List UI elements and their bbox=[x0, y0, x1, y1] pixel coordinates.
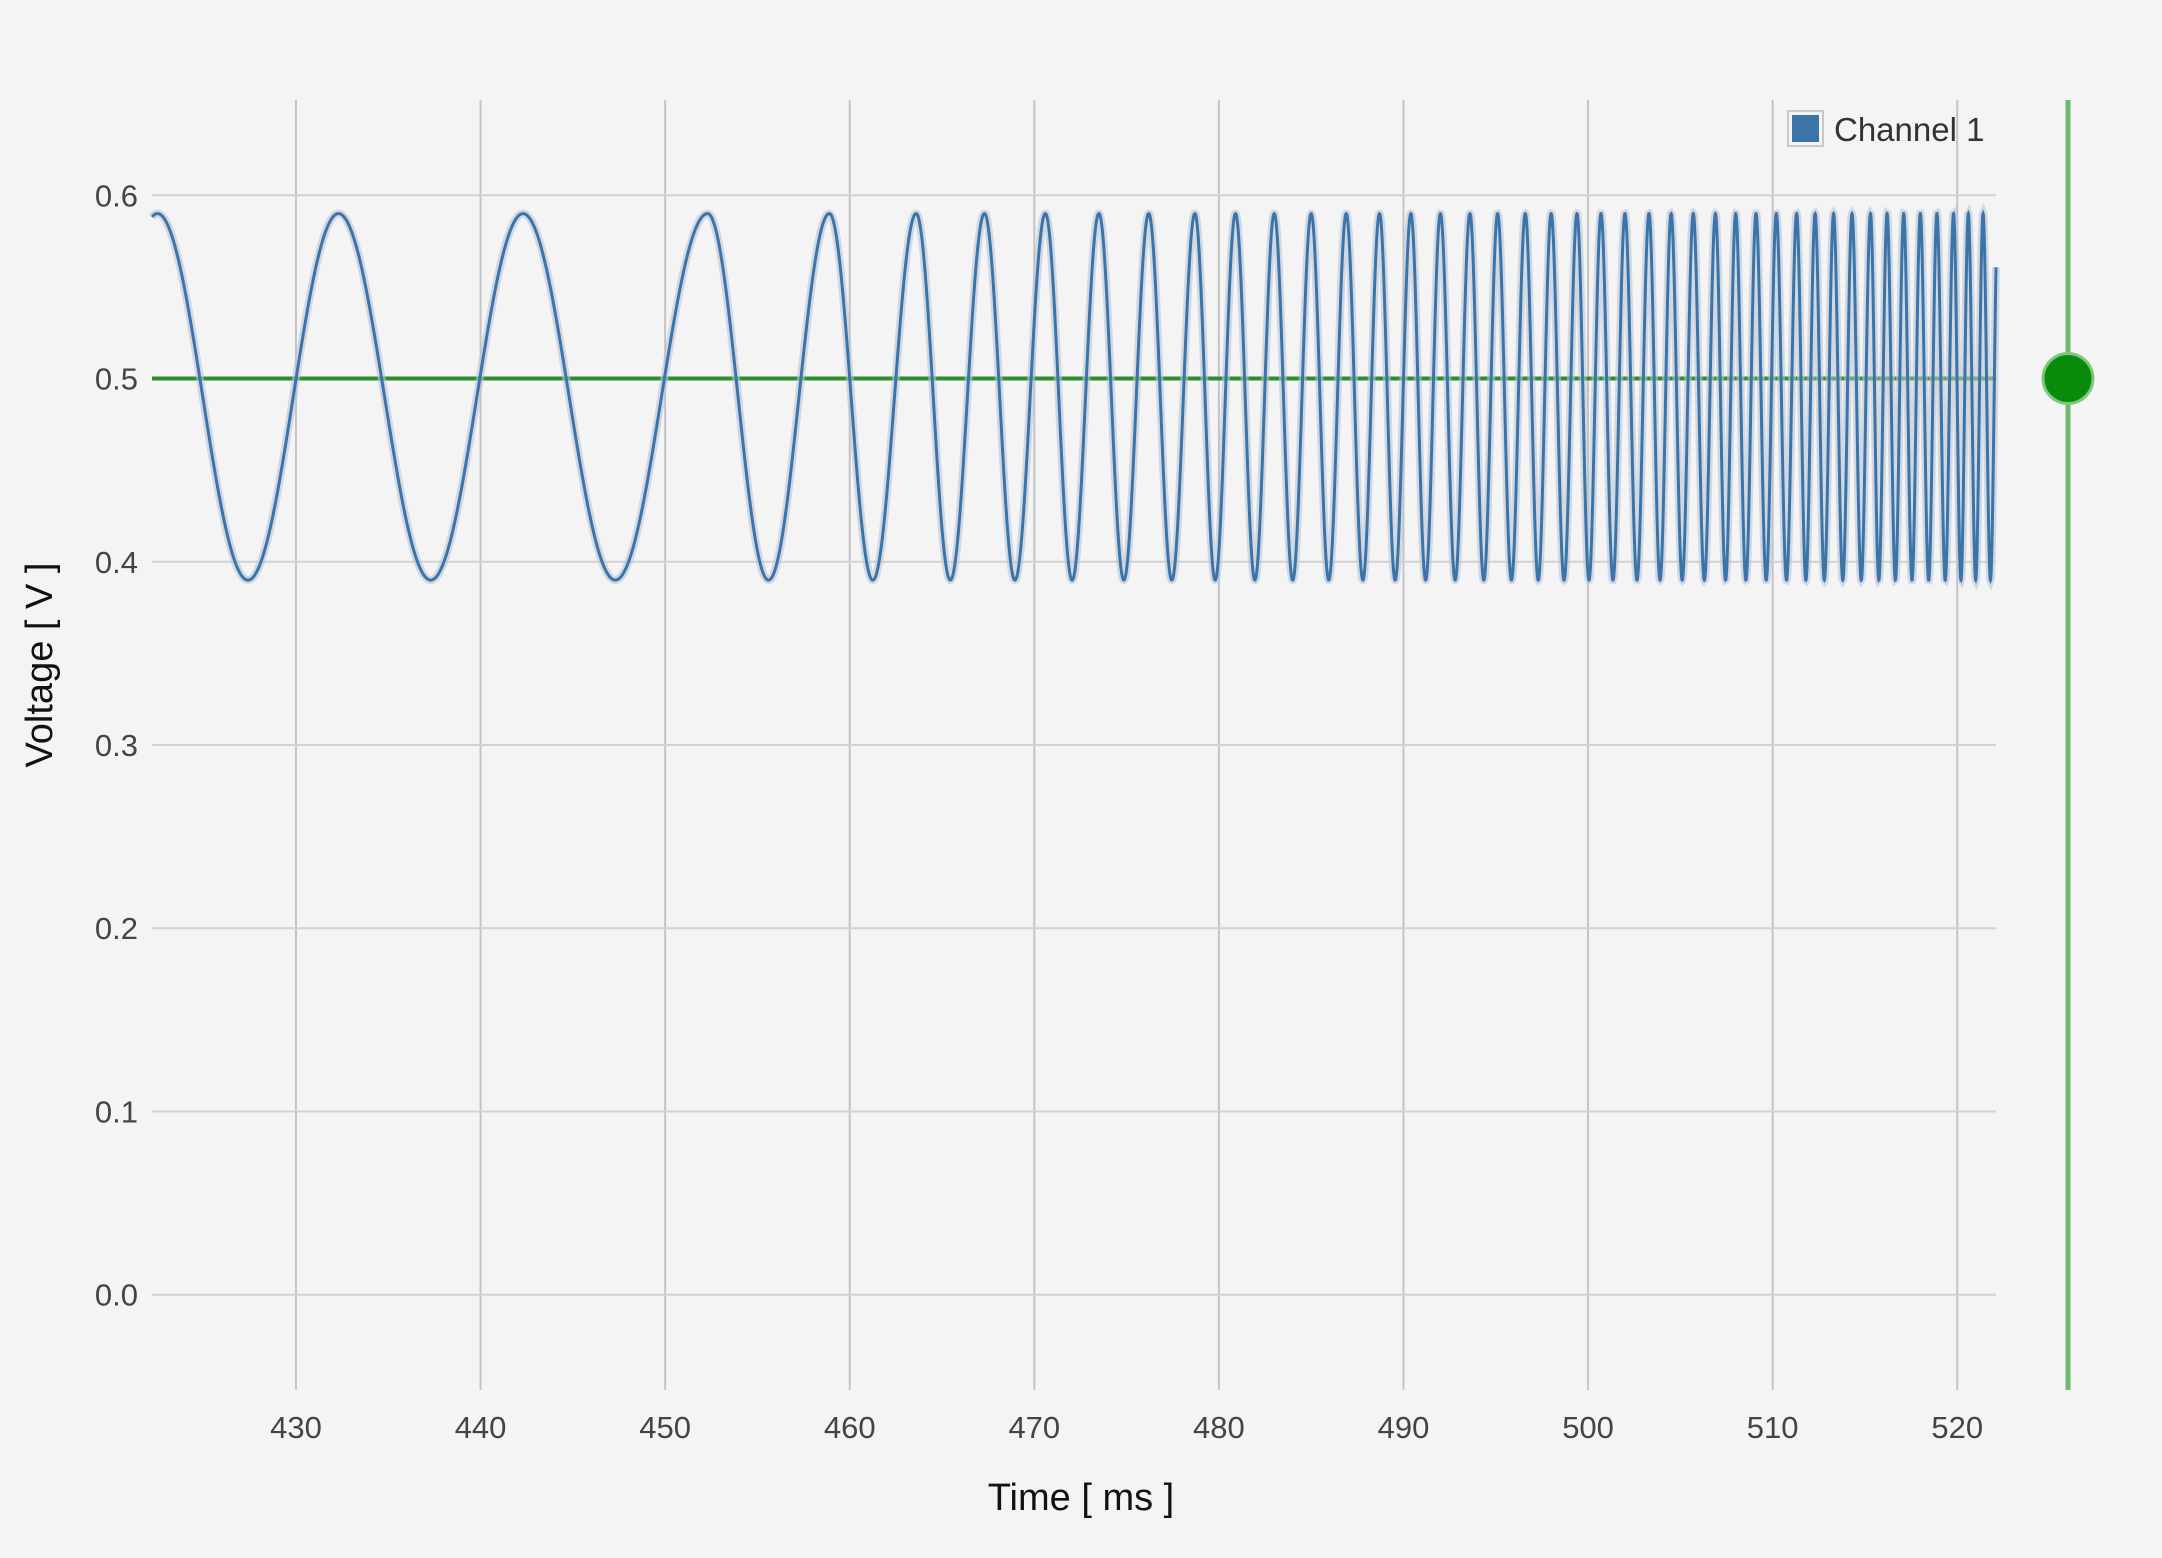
y-tick-label: 0.2 bbox=[95, 911, 138, 946]
y-tick-label: 0.0 bbox=[95, 1278, 138, 1313]
legend-swatch-fill bbox=[1792, 115, 1819, 142]
series-layer bbox=[148, 202, 2000, 591]
x-tick-label: 430 bbox=[270, 1410, 322, 1445]
marker-layer bbox=[2041, 100, 2095, 1390]
x-tick-label: 490 bbox=[1378, 1410, 1430, 1445]
x-tick-label: 470 bbox=[1008, 1410, 1060, 1445]
marker-handle bbox=[2041, 352, 2095, 406]
x-tick-label: 520 bbox=[1931, 1410, 1983, 1445]
y-axis-title: Voltage [ V ] bbox=[19, 563, 61, 768]
x-tick-label: 510 bbox=[1747, 1410, 1799, 1445]
y-tick-label: 0.6 bbox=[95, 178, 138, 213]
grid bbox=[152, 100, 1996, 1390]
legend-label-channel-1: Channel 1 bbox=[1834, 111, 1984, 148]
legend[interactable]: Channel 1 bbox=[1787, 110, 1984, 148]
x-tick-label: 460 bbox=[824, 1410, 876, 1445]
x-tick-label: 500 bbox=[1562, 1410, 1614, 1445]
x-axis-ticks: 430 440 450 460 470 480 490 500 510 520 bbox=[270, 1410, 1983, 1445]
y-tick-label: 0.3 bbox=[95, 728, 138, 763]
x-tick-label: 480 bbox=[1193, 1410, 1245, 1445]
y-tick-label: 0.4 bbox=[95, 545, 138, 580]
y-tick-label: 0.1 bbox=[95, 1094, 138, 1129]
x-axis-title: Time [ ms ] bbox=[988, 1477, 1174, 1519]
x-tick-label: 450 bbox=[639, 1410, 691, 1445]
series-channel-1-line bbox=[150, 209, 1998, 585]
y-tick-label: 0.5 bbox=[95, 362, 138, 397]
y-axis-ticks: 0.0 0.1 0.2 0.3 0.4 0.5 0.6 bbox=[95, 178, 138, 1312]
x-tick-label: 440 bbox=[455, 1410, 507, 1445]
